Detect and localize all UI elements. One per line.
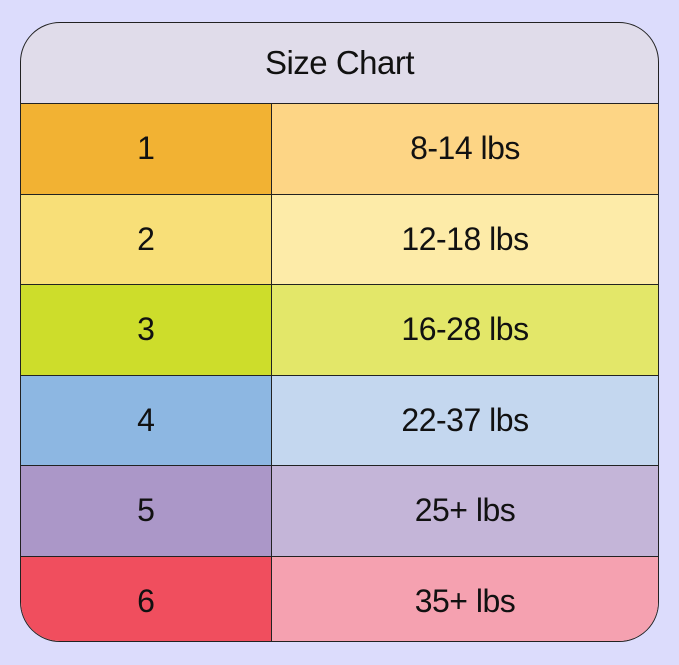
size-cell: 4	[21, 375, 272, 465]
size-cell: 3	[21, 285, 272, 375]
table-row: 3 16-28 lbs	[21, 285, 658, 376]
size-chart-table: Size Chart 1 8-14 lbs 2 12-18 lbs 3 16-28 lbs…	[20, 22, 659, 642]
table-row: 1 8-14 lbs	[21, 104, 658, 195]
weight-cell: 8-14 lbs	[272, 104, 658, 194]
table-title: Size Chart	[21, 23, 658, 104]
weight-cell: 16-28 lbs	[272, 285, 658, 375]
weight-cell: 25+ lbs	[272, 466, 658, 556]
table-row: 5 25+ lbs	[21, 466, 658, 557]
size-cell: 5	[21, 466, 272, 556]
weight-cell: 22-37 lbs	[272, 375, 658, 465]
table-row: 4 22-37 lbs	[21, 375, 658, 466]
table-body: 1 8-14 lbs 2 12-18 lbs 3 16-28 lbs 4 22-37 lbs 5…	[21, 104, 658, 641]
size-cell: 1	[21, 104, 272, 194]
weight-cell: 35+ lbs	[272, 556, 658, 641]
size-cell: 6	[21, 556, 272, 641]
weight-cell: 12-18 lbs	[272, 194, 658, 284]
table-row: 2 12-18 lbs	[21, 194, 658, 285]
table-row: 6 35+ lbs	[21, 556, 658, 641]
size-cell: 2	[21, 194, 272, 284]
